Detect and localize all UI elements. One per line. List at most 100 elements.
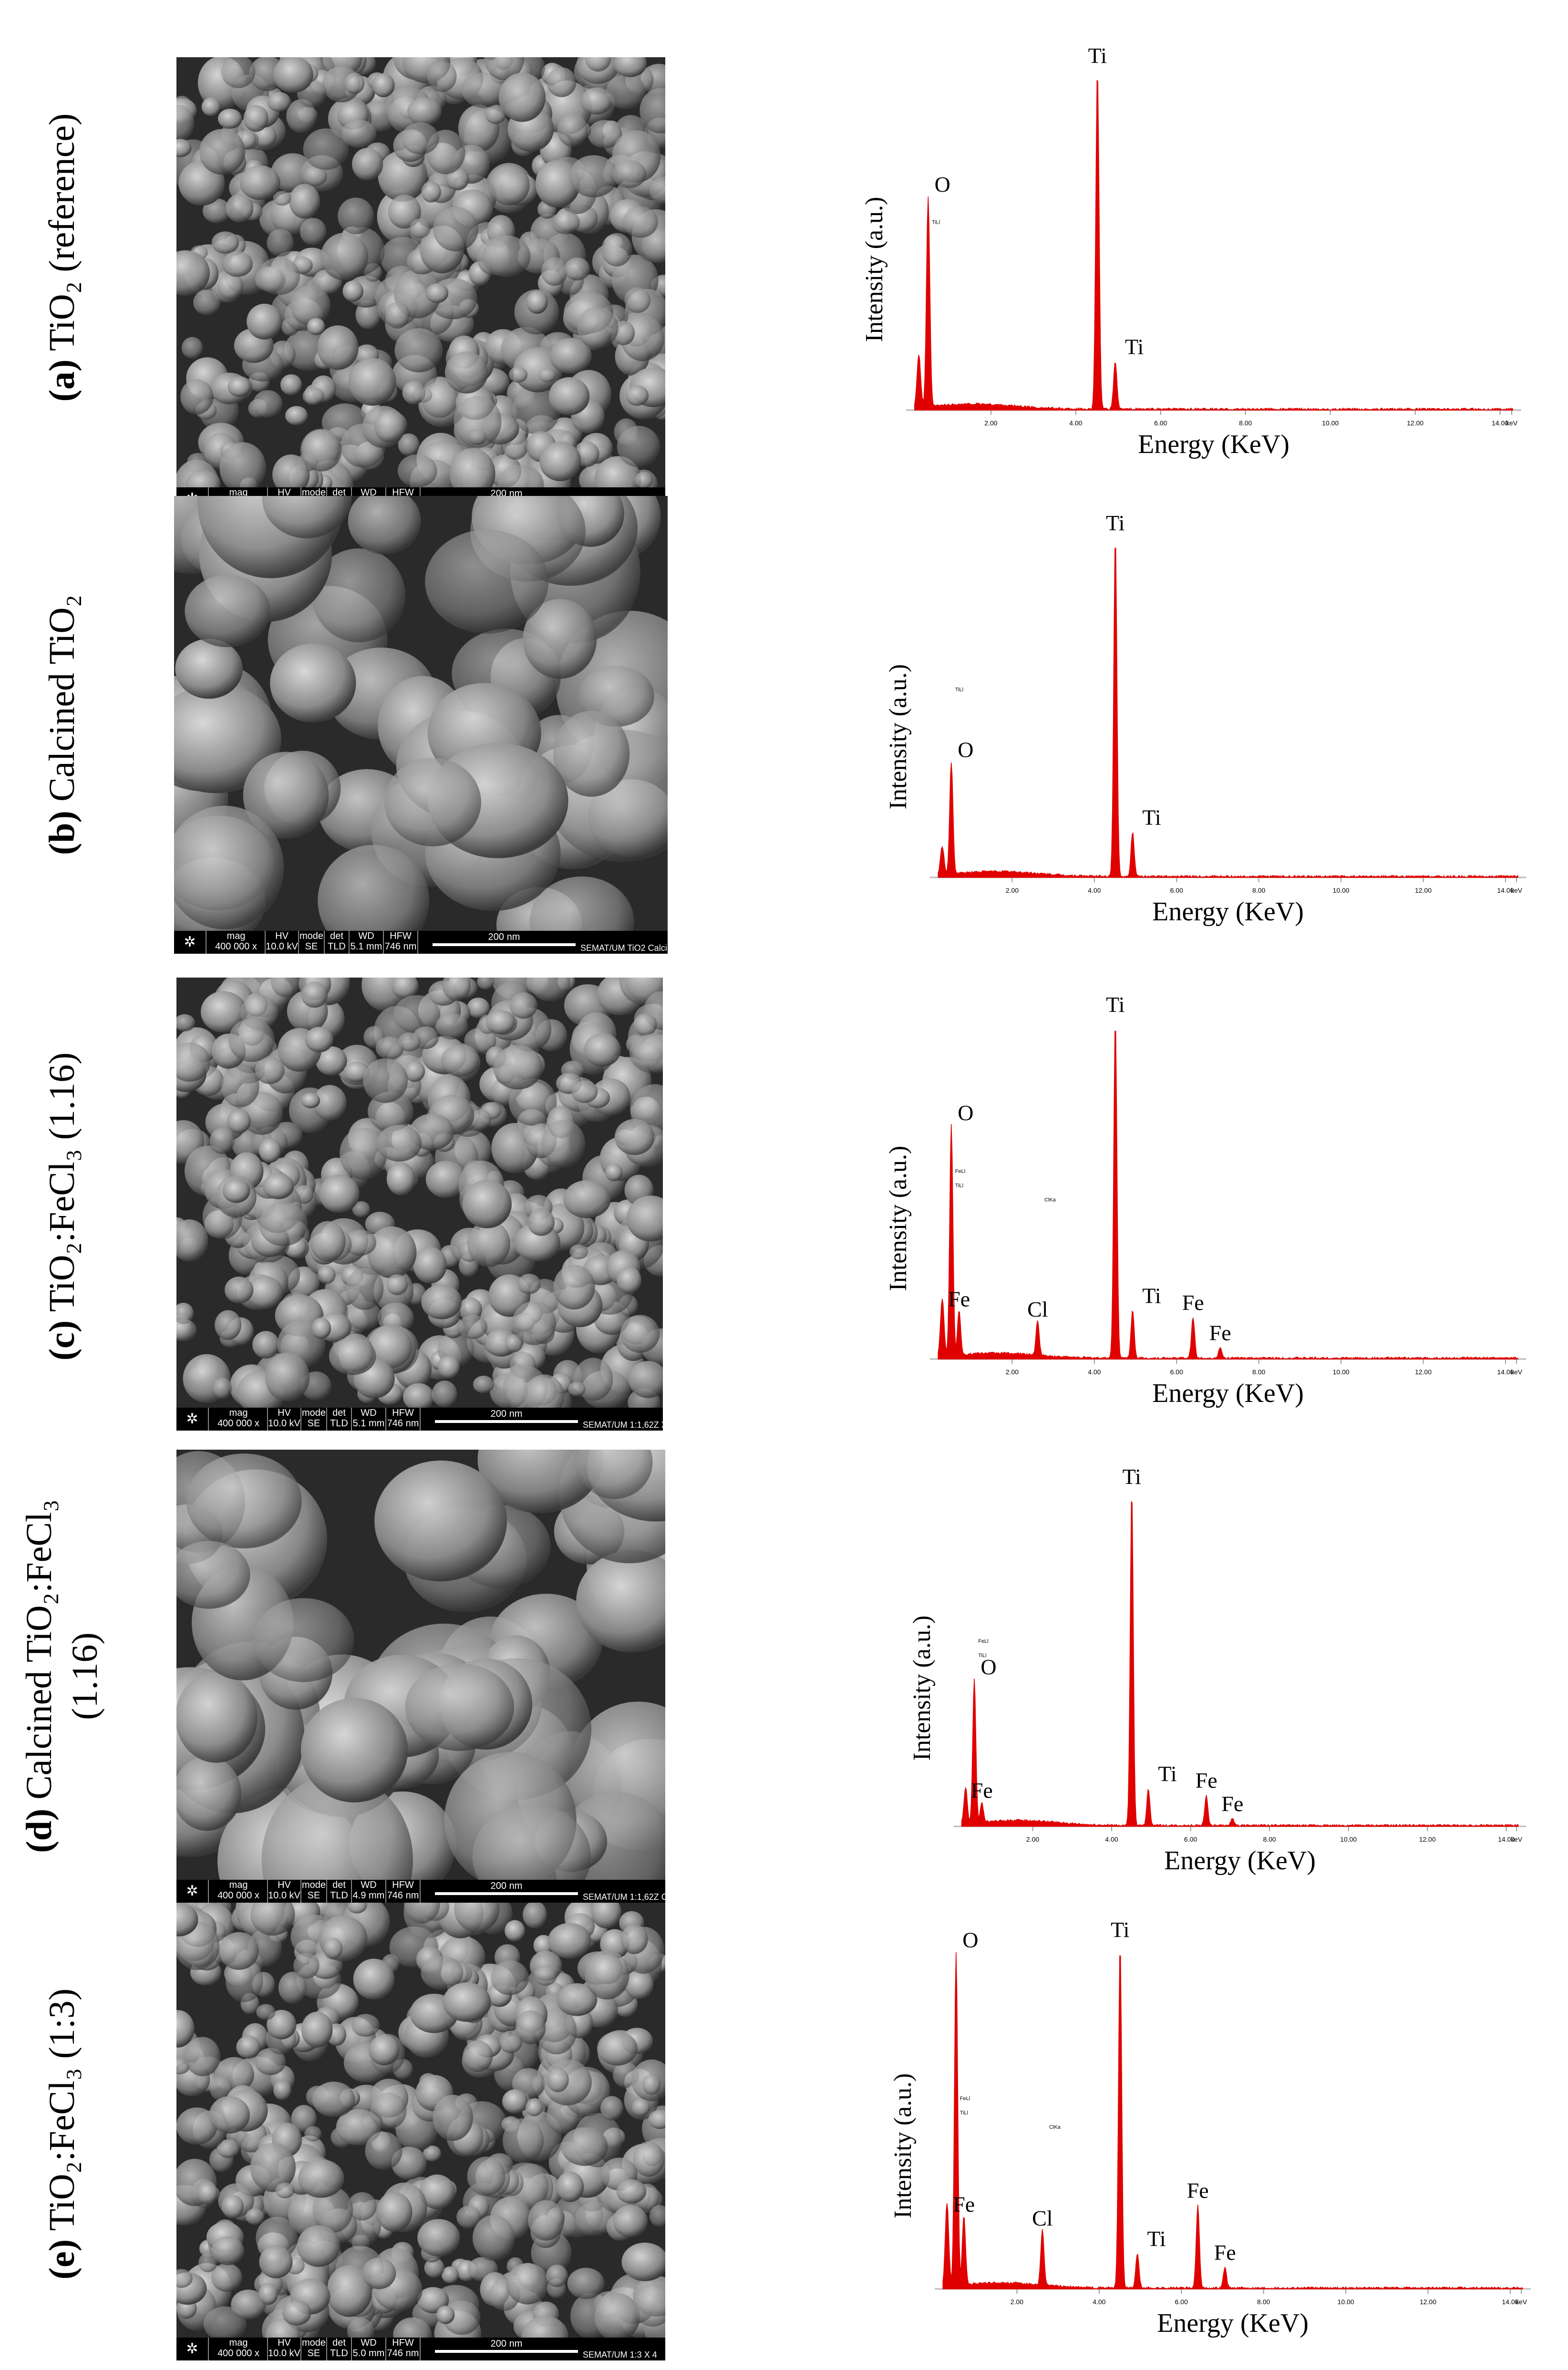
databar-hfw-value: 746 nm xyxy=(387,1890,419,1901)
peak-label: Ti xyxy=(1106,511,1124,535)
x-tick-label: 14.00 xyxy=(1492,419,1508,427)
databar-det-value: TLD xyxy=(328,941,346,952)
panel-title: TiO₂ (reference) xyxy=(42,113,82,360)
databar-wd-label: WD xyxy=(361,2338,377,2348)
x-tick-label: 8.00 xyxy=(1252,886,1265,894)
databar-hv-label: HV xyxy=(275,931,289,941)
minor-peak-label: TiLl xyxy=(978,1653,986,1659)
sem-texture xyxy=(176,1903,665,2338)
x-tick-label: 8.00 xyxy=(1252,1368,1265,1376)
scale-bar xyxy=(433,943,576,946)
databar-det-label: det xyxy=(332,1408,346,1418)
sem-micrograph: ✲ mag 400 000 x HV 10.0 kV mode SE det TLD WD 5.1 … xyxy=(174,496,668,954)
x-tick-label: 4.00 xyxy=(1069,419,1082,427)
scale-bar xyxy=(435,1420,578,1423)
panel-row: (d) Calcined TiO₂:FeCl₃ (1.16) ✲ mag 400 000… xyxy=(0,1450,1568,1903)
sem-logo-icon: ✲ xyxy=(176,2338,209,2360)
databar-mode-value: SE xyxy=(307,2348,320,2359)
x-tick-label: 14.00 xyxy=(1498,1835,1515,1843)
x-tick-label: 2.00 xyxy=(1011,2298,1023,2306)
x-axis-title: Energy (KeV) xyxy=(1152,1379,1304,1408)
sem-databar: ✲ mag 400 000 x HV 10.0 kV mode SE det TLD WD 4.9 … xyxy=(176,1880,665,1903)
databar-hv-value: 10.0 kV xyxy=(268,1890,300,1901)
x-tick-label: 12.00 xyxy=(1419,1835,1436,1843)
databar-hv-value: 10.0 kV xyxy=(266,941,298,952)
databar-det-value: TLD xyxy=(330,2348,348,2359)
eds-spectrum: 2.00 4.00 6.00 8.00 10.00 12.00 14.00 keV O Fe Cl T… xyxy=(877,1903,1536,2365)
minor-peak-label: TiLl xyxy=(932,220,940,226)
peak-label: Ti xyxy=(1123,1464,1141,1489)
databar-mode-label: mode xyxy=(301,1408,326,1418)
panel-title: TiO₂:FeCl₃ (1:3) xyxy=(42,1988,82,2239)
x-tick-label: 12.00 xyxy=(1415,1368,1432,1376)
spectrum-line xyxy=(914,80,1513,411)
peak-label: O xyxy=(962,1928,978,1952)
x-tick-label: 10.00 xyxy=(1322,419,1339,427)
databar-wd-label: WD xyxy=(361,487,377,498)
peak-label: Ti xyxy=(1158,1762,1176,1786)
panel-label: (e) TiO₂:FeCl₃ (1:3) xyxy=(0,1903,124,2365)
x-tick-label: keV xyxy=(1511,886,1523,894)
databar-hv-value: 10.0 kV xyxy=(268,1418,300,1429)
sem-caption: SEMAT/UM 1:1,62Z Calcinado xyxy=(583,1892,665,1902)
panel-letter: (c) xyxy=(42,1320,82,1361)
x-tick-label: 14.00 xyxy=(1497,1368,1514,1376)
x-axis-title: Energy (KeV) xyxy=(1138,430,1289,459)
databar-hfw-label: HFW xyxy=(390,931,412,941)
scale-bar xyxy=(435,2350,578,2353)
scale-bar-label: 200 nm xyxy=(488,932,520,942)
databar-det-value: TLD xyxy=(330,1418,348,1429)
spectrum-line xyxy=(938,547,1518,878)
peak-label: Fe xyxy=(1209,1321,1231,1345)
databar-wd-value: 5.0 mm xyxy=(352,2348,385,2359)
peak-label: Ti xyxy=(1106,992,1124,1017)
scale-bar xyxy=(435,1892,578,1895)
sem-texture xyxy=(176,57,665,487)
x-tick-label: keV xyxy=(1511,1368,1523,1376)
panel-label: (c) TiO₂:FeCl₃ (1.16) xyxy=(0,978,124,1435)
databar-hfw-value: 746 nm xyxy=(387,2348,419,2359)
x-tick-label: 14.00 xyxy=(1497,886,1514,894)
databar-mag-value: 400 000 x xyxy=(217,1418,259,1429)
peak-label: O xyxy=(958,738,973,762)
peak-label: Ti xyxy=(1142,1284,1161,1308)
databar-hv-value: 10.0 kV xyxy=(268,2348,300,2359)
databar-mode-value: SE xyxy=(307,1418,320,1429)
x-tick-label: 8.00 xyxy=(1239,419,1252,427)
sem-texture xyxy=(176,1450,665,1880)
y-axis-title: Intensity (a.u.) xyxy=(861,197,888,342)
x-tick-label: 6.00 xyxy=(1184,1835,1197,1843)
x-tick-label: 8.00 xyxy=(1263,1835,1276,1843)
peak-label: Fe xyxy=(1182,1290,1204,1315)
x-tick-label: 6.00 xyxy=(1175,2298,1188,2306)
peak-label: Fe xyxy=(1221,1792,1243,1816)
databar-wd-label: WD xyxy=(358,931,374,941)
databar-wd-value: 5.1 mm xyxy=(350,941,382,952)
databar-hv-label: HV xyxy=(278,1408,291,1418)
databar-mag-label: mag xyxy=(229,2338,248,2348)
y-axis-title: Intensity (a.u.) xyxy=(885,664,912,810)
panel-letter: (e) xyxy=(42,2239,82,2280)
databar-hfw-value: 746 nm xyxy=(387,1418,419,1429)
minor-peak-label: FeLl xyxy=(978,1638,988,1644)
peak-label: Cl xyxy=(1032,2206,1052,2230)
x-tick-label: 10.00 xyxy=(1333,886,1350,894)
spectrum-line xyxy=(961,1501,1519,1827)
x-tick-label: 6.00 xyxy=(1170,886,1183,894)
eds-spectrum: 2.00 4.00 6.00 8.00 10.00 12.00 14.00 keV O Fe Ti T… xyxy=(897,1450,1531,1903)
databar-hv-label: HV xyxy=(278,2338,291,2348)
peak-label: Fe xyxy=(971,1778,993,1803)
peak-label: Ti xyxy=(1088,43,1107,68)
databar-mode-label: mode xyxy=(301,2338,326,2348)
